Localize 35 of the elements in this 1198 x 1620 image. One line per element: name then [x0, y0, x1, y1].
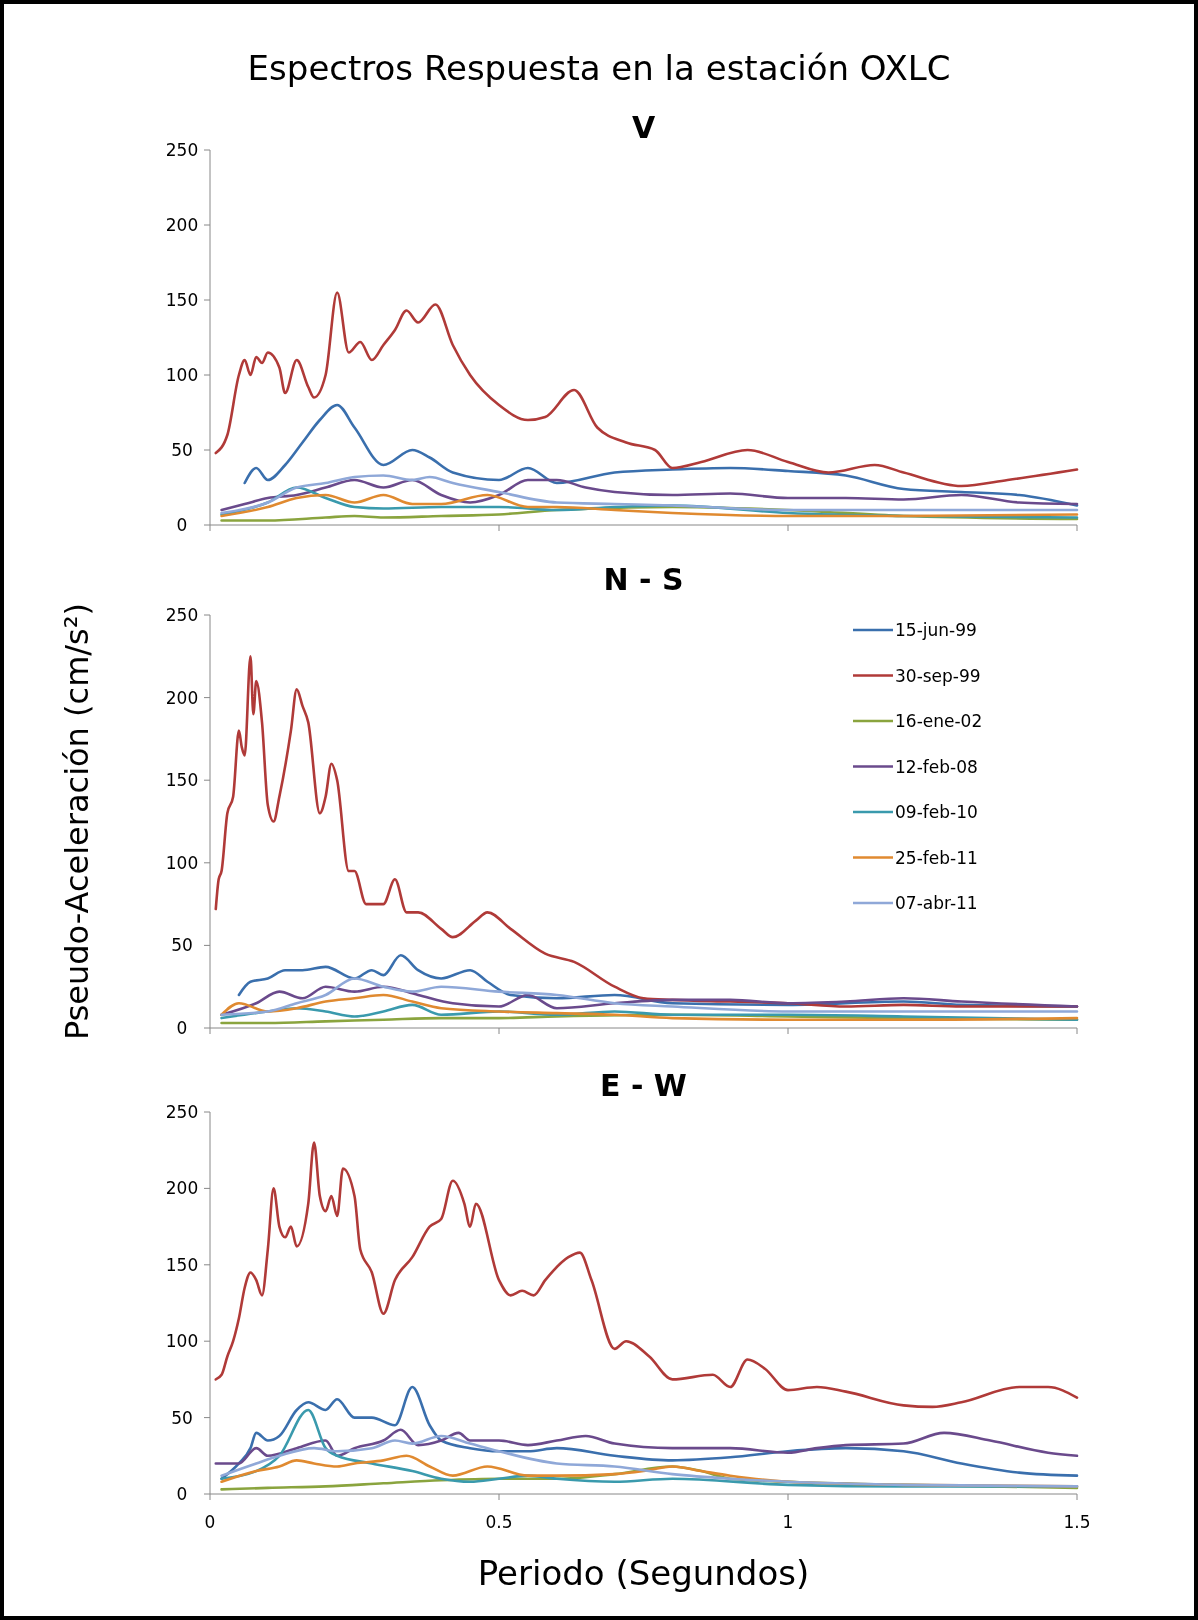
x-axis-title: Periodo (Segundos) — [477, 1553, 810, 1593]
y-tick-label: 150 — [165, 770, 199, 791]
y-tick-label: 0 — [176, 1018, 188, 1038]
y-tick-label: 150 — [165, 1254, 199, 1275]
legend-label: 15-jun-99 — [895, 620, 977, 640]
legend-label: 16-ene-02 — [895, 711, 983, 731]
x-tick-label: 1.5 — [1063, 1512, 1091, 1532]
chart-title: Espectros Respuesta en la estación OXLC — [247, 48, 951, 88]
y-tick-label: 0 — [176, 1484, 188, 1504]
x-tick-label: 0.5 — [485, 1512, 513, 1532]
y-tick-label: 250 — [165, 605, 199, 625]
chart-subtitle: V — [631, 110, 656, 145]
chart-title: E - W — [600, 1068, 687, 1103]
y-axis-title: Pseudo-Aceleración (cm/s²) — [58, 602, 96, 1041]
x-tick-label: 0 — [204, 1512, 216, 1532]
y-tick-label: 100 — [165, 852, 199, 873]
y-tick-label: 150 — [165, 290, 199, 310]
legend-label: 25-feb-11 — [895, 847, 978, 868]
chart-title: N - S — [603, 562, 684, 597]
legend-label: 30-sep-99 — [895, 665, 981, 686]
y-tick-label: 200 — [165, 687, 199, 708]
y-tick-label: 200 — [165, 1178, 199, 1199]
legend-label: 12-feb-08 — [895, 756, 978, 777]
y-tick-label: 50 — [171, 440, 193, 460]
legend-label: 09-feb-10 — [895, 802, 978, 822]
y-tick-label: 250 — [165, 1102, 199, 1122]
y-tick-label: 250 — [165, 140, 199, 160]
y-tick-label: 0 — [176, 515, 188, 535]
y-tick-label: 50 — [171, 935, 193, 956]
x-tick-label: 1 — [782, 1512, 794, 1532]
y-tick-label: 100 — [165, 1331, 199, 1352]
y-tick-label: 200 — [165, 215, 199, 235]
legend-label: 07-abr-11 — [895, 893, 978, 913]
y-tick-label: 50 — [171, 1407, 193, 1428]
y-tick-label: 100 — [165, 365, 199, 385]
